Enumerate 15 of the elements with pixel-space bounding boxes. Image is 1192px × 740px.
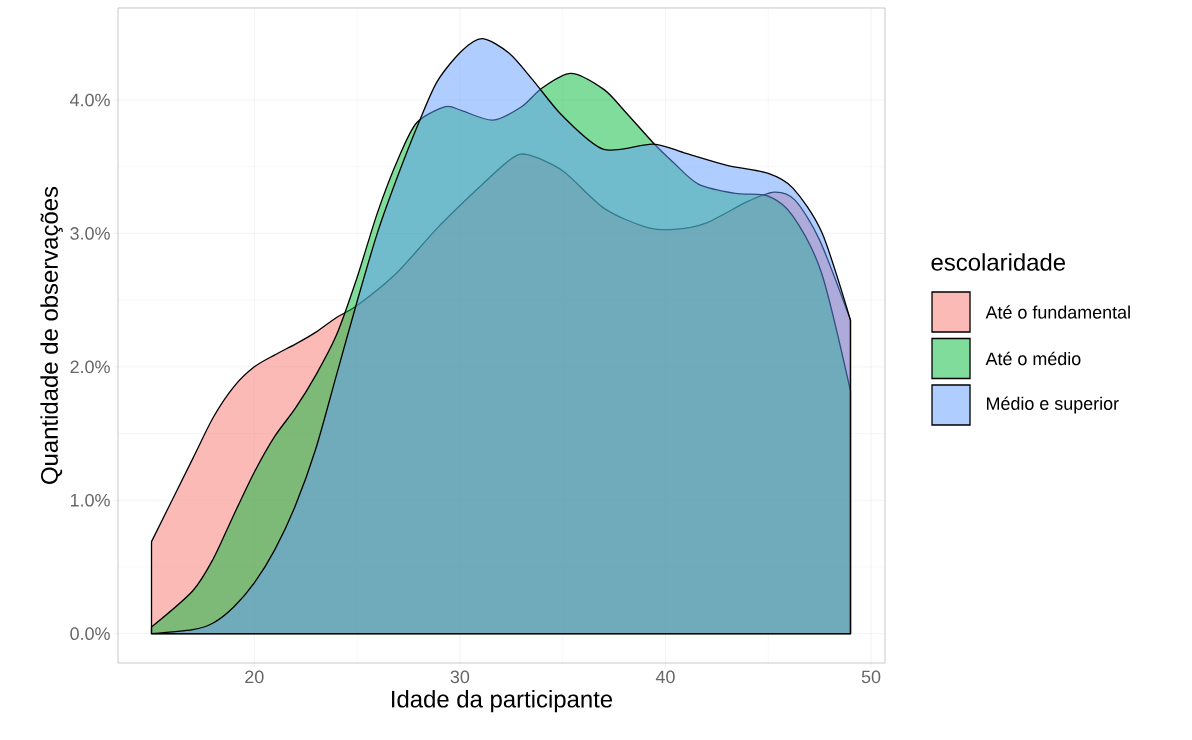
x-tick-label: 40 [655, 670, 675, 684]
x-tick-label: 50 [861, 670, 881, 684]
y-tick-label: 2.0% [70, 360, 110, 374]
y-tick-label: 4.0% [70, 93, 110, 107]
legend-label: Até o médio [985, 351, 1081, 366]
y-axis-title: Quantidade de observações [40, 186, 63, 484]
x-tick-label: 20 [245, 670, 264, 684]
y-tick-label: 0.0% [70, 627, 110, 640]
y-tick-label: 3.0% [70, 227, 110, 240]
legend-label: Médio e superior [987, 396, 1119, 414]
y-tick-label: 1.0% [70, 493, 110, 507]
x-axis-title: Idade da participante [392, 690, 613, 713]
x-tick-label: 30 [450, 670, 470, 684]
legend-label: Até o fundamental [985, 305, 1130, 319]
legend-title: escolaridade [931, 253, 1066, 271]
